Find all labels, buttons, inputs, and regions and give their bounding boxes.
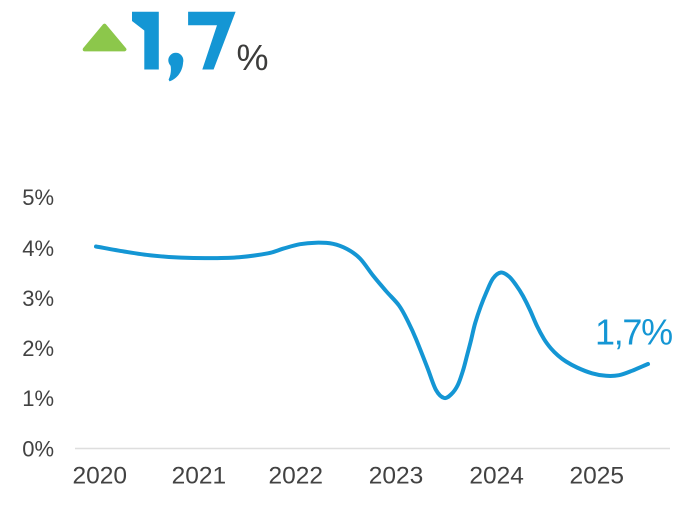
svg-text:%: % bbox=[237, 37, 269, 78]
svg-text:1,7%: 1,7% bbox=[595, 312, 672, 353]
svg-text:1%: 1% bbox=[22, 386, 54, 411]
svg-text:2%: 2% bbox=[22, 336, 54, 361]
svg-text:2022: 2022 bbox=[269, 463, 324, 490]
svg-text:2024: 2024 bbox=[469, 463, 524, 490]
svg-text:0%: 0% bbox=[22, 437, 54, 462]
svg-text:2021: 2021 bbox=[172, 463, 227, 490]
svg-text:4%: 4% bbox=[22, 236, 54, 261]
svg-text:2025: 2025 bbox=[570, 463, 625, 490]
svg-text:3%: 3% bbox=[22, 286, 54, 311]
svg-text:5%: 5% bbox=[22, 185, 54, 210]
svg-text:2020: 2020 bbox=[73, 463, 128, 490]
svg-text:2023: 2023 bbox=[369, 463, 424, 490]
